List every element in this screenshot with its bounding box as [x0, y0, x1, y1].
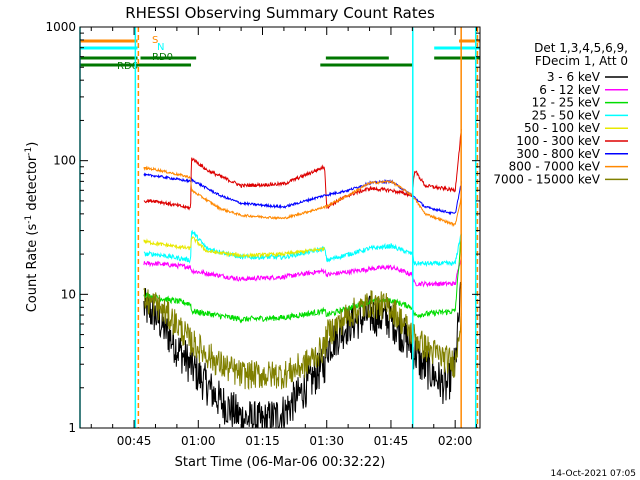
legend-label: 25 - 50 keV	[532, 108, 601, 122]
flag-label-n: N	[157, 42, 164, 53]
legend-label: 12 - 25 keV	[532, 96, 601, 110]
y-tick-label: 1	[68, 421, 76, 435]
date-stamp: 14-Oct-2021 07:05	[551, 469, 636, 479]
series-line-100-300-kev	[143, 128, 462, 211]
legend-label: 7000 - 15000 keV	[493, 172, 600, 186]
legend-label: 50 - 100 keV	[524, 121, 601, 135]
x-tick-label: 01:45	[374, 434, 409, 448]
series-line-12-25-kev	[143, 233, 462, 324]
legend-label: 6 - 12 keV	[539, 83, 601, 97]
series-line-800-7000-kev	[143, 165, 462, 227]
y-axis-label: Count Rate (s-1 detector-1)	[24, 142, 40, 313]
flag-label-rd0: RD0	[152, 52, 173, 63]
chart-title: RHESSI Observing Summary Count Rates	[125, 4, 435, 22]
y-tick-label: 10	[61, 287, 76, 301]
x-tick-label: 00:45	[117, 434, 152, 448]
legend-header-line-2: FDecim 1, Att 0	[535, 54, 628, 68]
flag-label-rd6: RD6	[117, 61, 138, 72]
x-tick-label: 01:00	[181, 434, 216, 448]
y-tick-label: 100	[53, 154, 76, 168]
series-line-6-12-kev	[143, 253, 462, 288]
y-tick-label: 1000	[45, 20, 76, 34]
series-line-25-50-kev	[143, 229, 462, 268]
legend-header-line-1: Det 1,3,4,5,6,9,	[534, 41, 628, 55]
x-tick-label: 01:15	[245, 434, 280, 448]
x-axis-label: Start Time (06-Mar-06 00:32:22)	[175, 455, 386, 470]
legend-label: 800 - 7000 keV	[509, 160, 601, 174]
flag-label-s: S	[152, 35, 158, 46]
series-lines	[143, 128, 462, 429]
legend: Det 1,3,4,5,6,9, FDecim 1, Att 0 3 - 6 k…	[493, 41, 628, 186]
legend-label: 3 - 6 keV	[547, 70, 601, 84]
x-tick-label: 01:30	[309, 434, 344, 448]
series-line-50-100-kev	[143, 236, 325, 259]
x-tick-label: 02:00	[438, 434, 473, 448]
legend-label: 100 - 300 keV	[516, 134, 600, 148]
series-line-7000-15000-kev	[143, 287, 462, 391]
legend-label: 300 - 800 keV	[516, 147, 600, 161]
axes: 1 10 100 1000 00:45 01:00 01:15 01:30 01:45 02:00	[45, 20, 480, 448]
plot-frame	[79, 26, 481, 429]
